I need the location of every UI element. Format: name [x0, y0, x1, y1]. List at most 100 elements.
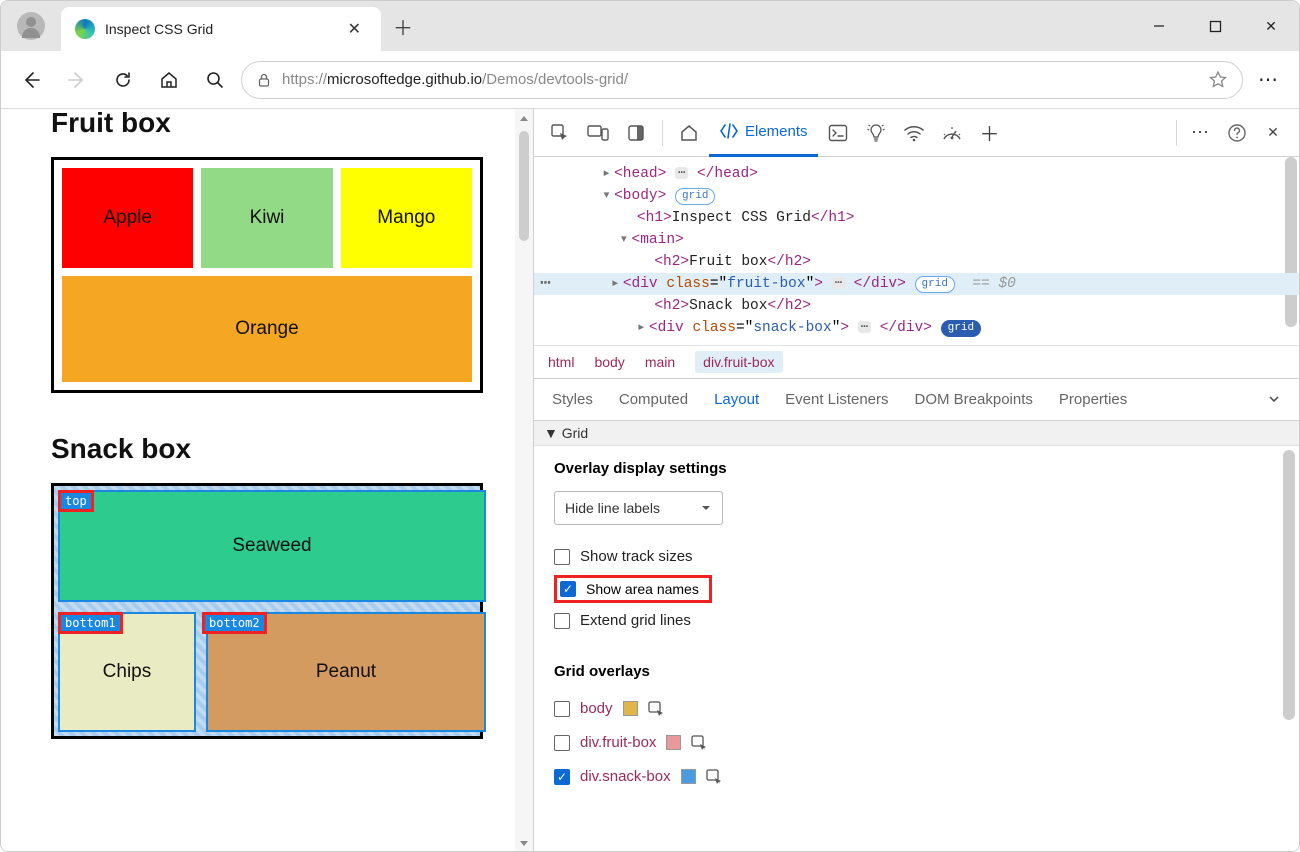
- tab-event-listeners[interactable]: Event Listeners: [785, 391, 888, 408]
- tab-computed[interactable]: Computed: [619, 391, 688, 408]
- inspect-icon[interactable]: [542, 115, 578, 151]
- reveal-icon[interactable]: [648, 701, 666, 717]
- titlebar: Inspect CSS Grid ✕ ＋ ✕: [1, 1, 1299, 51]
- checkbox-icon: [554, 613, 570, 629]
- kebab-icon[interactable]: ⋯: [1183, 115, 1219, 151]
- new-tab-button[interactable]: ＋: [381, 1, 425, 51]
- network-icon[interactable]: [896, 115, 932, 151]
- elements-tab-label: Elements: [745, 123, 808, 140]
- color-swatch[interactable]: [666, 735, 681, 750]
- favorite-icon[interactable]: [1208, 70, 1228, 90]
- layout-panel: Overlay display settings Hide line label…: [534, 446, 1299, 852]
- tab-styles[interactable]: Styles: [552, 391, 593, 408]
- reveal-icon[interactable]: [691, 735, 709, 751]
- dom-scrollbar[interactable]: [1285, 157, 1297, 327]
- checkbox-label: Show track sizes: [580, 548, 693, 565]
- overlay-snack-box[interactable]: ✓ div.snack-box: [554, 760, 1279, 794]
- dom-tree[interactable]: ▸<head> ⋯ </head> ▾<body> grid <h1>Inspe…: [534, 157, 1299, 345]
- crumb[interactable]: html: [548, 354, 574, 370]
- crumb[interactable]: main: [645, 354, 675, 370]
- dock-icon[interactable]: [618, 115, 654, 151]
- tab-dom-breakpoints[interactable]: DOM Breakpoints: [915, 391, 1033, 408]
- url-text: https://microsoftedge.github.io/Demos/de…: [282, 71, 628, 88]
- reveal-icon[interactable]: [706, 769, 724, 785]
- grid-section-header[interactable]: ▼ Grid: [534, 421, 1299, 446]
- fruit-item: Orange: [62, 276, 472, 382]
- overlay-label: body: [580, 700, 613, 717]
- overlay-label: div.snack-box: [580, 768, 671, 785]
- layout-scrollbar[interactable]: [1283, 450, 1295, 720]
- tab-layout[interactable]: Layout: [714, 391, 759, 408]
- snack-item: Seaweed: [58, 490, 486, 602]
- tab-properties[interactable]: Properties: [1059, 391, 1127, 408]
- overlay-fruit-box[interactable]: div.fruit-box: [554, 726, 1279, 760]
- welcome-icon[interactable]: [671, 115, 707, 151]
- help-icon[interactable]: [1219, 115, 1255, 151]
- overlay-body[interactable]: body: [554, 692, 1279, 726]
- search-button[interactable]: [195, 60, 235, 100]
- overlay-label: div.fruit-box: [580, 734, 656, 751]
- fruit-item: Apple: [62, 168, 193, 268]
- home-button[interactable]: [149, 60, 189, 100]
- page-viewport: Fruit box Apple Kiwi Mango Orange Snack …: [1, 109, 533, 852]
- back-button[interactable]: [11, 60, 51, 100]
- color-swatch[interactable]: [623, 701, 638, 716]
- minimize-button[interactable]: [1131, 1, 1187, 51]
- more-tabs-icon[interactable]: ＋: [972, 115, 1008, 151]
- menu-button[interactable]: ⋯: [1249, 60, 1289, 100]
- checkbox-icon: [554, 735, 570, 751]
- crumb-selected[interactable]: div.fruit-box: [695, 351, 782, 373]
- snack-heading: Snack box: [51, 433, 483, 465]
- grid-area-label: top: [60, 492, 92, 510]
- panel-tabs: Styles Computed Layout Event Listeners D…: [534, 378, 1299, 421]
- console-icon[interactable]: [820, 115, 856, 151]
- window-controls: ✕: [1131, 1, 1299, 51]
- forward-button[interactable]: [57, 60, 97, 100]
- color-swatch[interactable]: [681, 769, 696, 784]
- checkbox-icon: ✓: [554, 769, 570, 785]
- checkbox-icon: [554, 701, 570, 717]
- profile-button[interactable]: [1, 1, 61, 51]
- avatar-icon: [17, 12, 45, 40]
- show-area-names[interactable]: ✓ Show area names: [554, 575, 1279, 603]
- chevron-down-icon[interactable]: [1267, 392, 1281, 406]
- fruit-heading: Fruit box: [51, 109, 483, 139]
- checkbox-label: Extend grid lines: [580, 612, 691, 629]
- show-track-sizes[interactable]: Show track sizes: [554, 539, 1279, 575]
- page-scrollbar[interactable]: [515, 109, 533, 852]
- line-labels-select[interactable]: Hide line labels: [554, 491, 723, 525]
- crumb[interactable]: body: [594, 354, 624, 370]
- grid-area-label: bottom2: [204, 614, 265, 632]
- fruit-box: Apple Kiwi Mango Orange: [51, 157, 483, 393]
- sources-icon[interactable]: [858, 115, 894, 151]
- chevron-down-icon: [700, 502, 712, 514]
- performance-icon[interactable]: [934, 115, 970, 151]
- select-label: Hide line labels: [565, 500, 660, 516]
- extend-grid-lines[interactable]: Extend grid lines: [554, 603, 1279, 639]
- breadcrumb[interactable]: html body main div.fruit-box: [534, 345, 1299, 378]
- close-window-button[interactable]: ✕: [1243, 1, 1299, 51]
- close-tab-icon[interactable]: ✕: [342, 19, 367, 39]
- tab-title: Inspect CSS Grid: [105, 21, 332, 37]
- snack-box: Seaweed Chips Peanut top bottom1 bottom2: [51, 483, 483, 739]
- checkbox-icon: [554, 549, 570, 565]
- address-bar[interactable]: https://microsoftedge.github.io/Demos/de…: [241, 61, 1243, 99]
- lock-icon: [256, 72, 272, 88]
- maximize-button[interactable]: [1187, 1, 1243, 51]
- fruit-item: Mango: [341, 168, 472, 268]
- close-devtools-icon[interactable]: ✕: [1255, 115, 1291, 151]
- navbar: https://microsoftedge.github.io/Demos/de…: [1, 51, 1299, 109]
- reload-button[interactable]: [103, 60, 143, 100]
- elements-icon: [719, 122, 739, 140]
- grid-area-label: bottom1: [60, 614, 121, 632]
- overlay-settings-title: Overlay display settings: [554, 460, 1279, 477]
- edge-icon: [75, 19, 95, 39]
- browser-tab[interactable]: Inspect CSS Grid ✕: [61, 7, 381, 51]
- elements-tab[interactable]: Elements: [709, 109, 818, 157]
- checkbox-icon: ✓: [560, 581, 576, 597]
- checkbox-label: Show area names: [586, 581, 699, 597]
- device-icon[interactable]: [580, 115, 616, 151]
- devtools-toolbar: Elements ＋ ⋯ ✕: [534, 109, 1299, 157]
- fruit-item: Kiwi: [201, 168, 332, 268]
- grid-overlays-title: Grid overlays: [554, 663, 1279, 680]
